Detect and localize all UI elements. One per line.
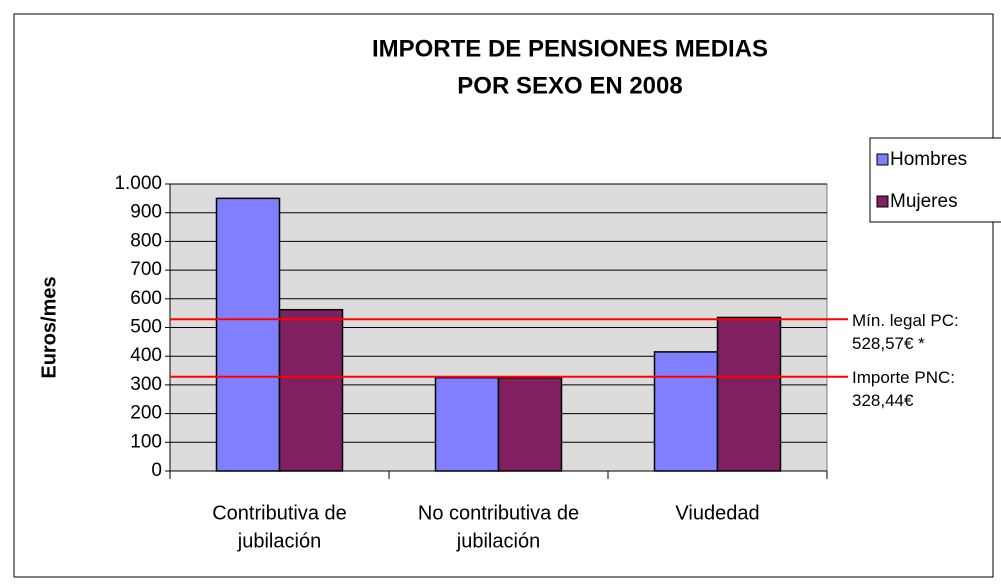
- y-tick-label: 400: [130, 345, 162, 366]
- chart-title: IMPORTE DE PENSIONES MEDIAS: [372, 35, 768, 62]
- x-tick-label: jubilación: [456, 530, 540, 552]
- y-tick-label: 900: [130, 202, 162, 223]
- legend-label: Mujeres: [890, 191, 958, 212]
- y-tick-label: 100: [130, 431, 162, 452]
- x-tick-label: jubilación: [237, 530, 321, 552]
- bar: [653, 351, 719, 472]
- bar: [278, 308, 344, 472]
- chart-title: POR SEXO EN 2008: [457, 72, 682, 99]
- y-tick-label: 700: [130, 259, 162, 280]
- legend-box: [869, 137, 1001, 223]
- y-tick-label: 300: [130, 374, 162, 395]
- y-tick-label: 500: [130, 317, 162, 338]
- bar: [497, 376, 563, 472]
- x-tick-label: Contributiva de: [212, 502, 347, 524]
- y-tick-label: 0: [151, 460, 162, 481]
- x-tick-label: No contributiva de: [418, 502, 579, 524]
- y-tick-label: 1.000: [114, 173, 162, 194]
- bar: [434, 376, 500, 472]
- y-axis-label: Euros/mes: [38, 276, 60, 378]
- legend-swatch: [876, 153, 889, 166]
- bar: [215, 197, 281, 472]
- reference-label: Importe PNC:: [852, 368, 955, 387]
- reference-label: 528,57€ *: [852, 334, 925, 353]
- y-tick-label: 600: [130, 288, 162, 309]
- reference-label: 328,44€: [852, 391, 914, 410]
- reference-label: Mín. legal PC:: [852, 311, 959, 330]
- legend-label: Hombres: [890, 149, 967, 170]
- y-tick-label: 800: [130, 230, 162, 251]
- y-tick-label: 200: [130, 403, 162, 424]
- legend-swatch: [876, 195, 889, 208]
- bar: [716, 316, 782, 472]
- x-tick-label: Viudedad: [675, 502, 759, 524]
